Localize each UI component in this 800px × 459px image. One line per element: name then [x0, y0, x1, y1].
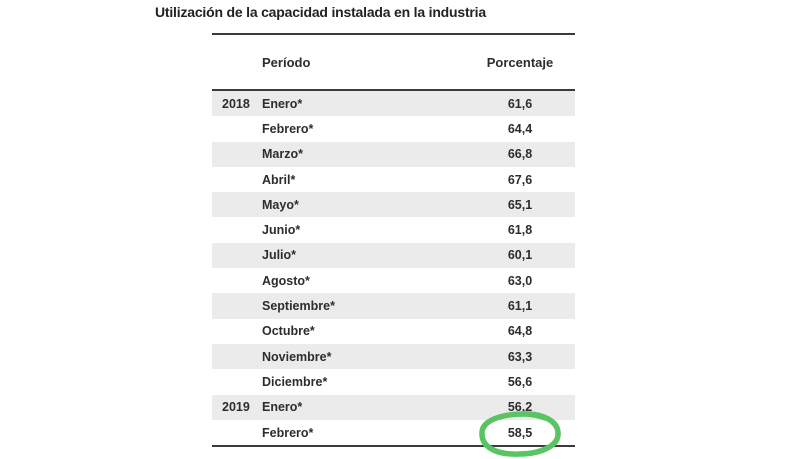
table-row: 2019 Enero* 56,2 — [212, 394, 575, 420]
row-month: Abril* — [262, 172, 296, 187]
row-month: Marzo* — [262, 147, 303, 162]
row-value: 61,1 — [507, 299, 533, 314]
row-value-cell: 64,4 — [465, 122, 575, 136]
row-value: 60,1 — [507, 248, 533, 263]
table-row: Mayo* 65,1 — [212, 192, 575, 218]
header-percentage: Porcentaje — [486, 54, 554, 70]
table-row: Junio* 61,8 — [212, 217, 575, 243]
row-value-cell: 61,1 — [465, 299, 575, 313]
row-month: Febrero* — [262, 425, 314, 440]
row-month: Agosto* — [262, 273, 310, 288]
row-month: Diciembre* — [262, 374, 328, 389]
table-row: Marzo* 66,8 — [212, 141, 575, 167]
row-value-cell: 58,5 — [465, 410, 575, 457]
row-value: 66,8 — [507, 147, 533, 162]
row-value-cell: 56,6 — [465, 375, 575, 389]
table-row: Abril* 67,6 — [212, 166, 575, 193]
row-value: 56,2 — [507, 400, 533, 415]
row-value-cell: 60,1 — [465, 248, 575, 262]
row-month: Enero* — [262, 96, 303, 111]
table-row: Octubre* 64,8 — [212, 318, 575, 344]
row-value: 64,8 — [507, 324, 533, 339]
row-value-cell: 66,8 — [465, 147, 575, 161]
row-month: Septiembre* — [262, 299, 335, 314]
row-value-cell: 56,2 — [465, 400, 575, 414]
row-value-cell: 63,3 — [465, 350, 575, 364]
header-period: Período — [262, 54, 311, 70]
table-row: Febrero* 58,5 — [212, 410, 575, 457]
row-value: 61,6 — [507, 96, 533, 111]
row-month: Octubre* — [262, 324, 315, 339]
table-row: Agosto* 63,0 — [212, 268, 575, 294]
table-row: Septiembre* 61,1 — [212, 293, 575, 319]
row-month: Junio* — [262, 223, 301, 238]
row-value-cell: 61,8 — [465, 223, 575, 237]
row-value: 64,4 — [507, 121, 533, 136]
row-value-cell: 61,6 — [465, 97, 575, 111]
row-value: 58,5 — [507, 425, 533, 440]
row-value: 63,0 — [507, 273, 533, 288]
row-year: 2019 — [222, 400, 250, 415]
table-row: Noviembre* 63,3 — [212, 343, 575, 370]
row-month: Mayo* — [262, 197, 299, 212]
table-row: 2018 Enero* 61,6 — [212, 91, 575, 117]
row-month: Enero* — [262, 400, 303, 415]
table-body: 2018 Enero* 61,6 Febrero* 64,4 Marzo* 66… — [212, 91, 575, 457]
row-value: 67,6 — [507, 172, 533, 187]
row-month: Febrero* — [262, 121, 314, 136]
table-row: Diciembre* 56,6 — [212, 369, 575, 395]
row-value: 56,6 — [507, 374, 533, 389]
row-value-cell: 64,8 — [465, 324, 575, 338]
row-value-cell: 65,1 — [465, 198, 575, 212]
row-value: 63,3 — [507, 349, 533, 364]
table-row: Febrero* 64,4 — [212, 116, 575, 142]
capacity-table: Período Porcentaje 2018 Enero* 61,6 Febr… — [212, 33, 575, 457]
row-value-cell: 67,6 — [465, 173, 575, 187]
page-title: Utilización de la capacidad instalada en… — [155, 4, 486, 20]
row-month: Noviembre* — [262, 349, 332, 364]
row-value: 61,8 — [507, 223, 533, 238]
row-month: Julio* — [262, 248, 297, 263]
table-row: Julio* 60,1 — [212, 242, 575, 269]
row-value-cell: 63,0 — [465, 274, 575, 288]
table-header-row: Período Porcentaje — [212, 33, 575, 91]
row-year: 2018 — [222, 96, 250, 111]
row-value: 65,1 — [507, 197, 533, 212]
